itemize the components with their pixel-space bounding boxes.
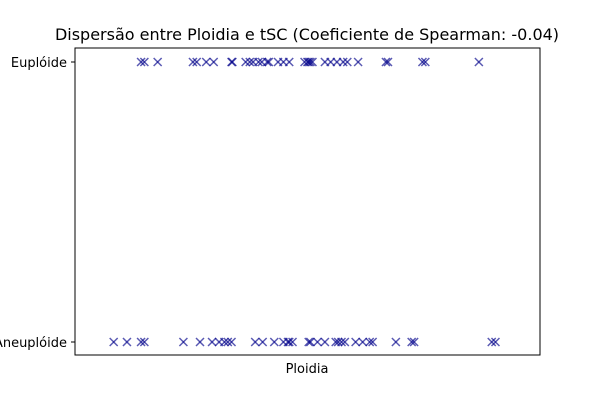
data-point <box>407 337 417 347</box>
data-point <box>409 337 419 347</box>
data-point <box>381 57 391 67</box>
data-point <box>109 337 119 347</box>
data-point <box>253 57 264 67</box>
data-point <box>264 57 274 67</box>
data-point <box>227 337 237 347</box>
x-axis-label: Ploidia <box>286 362 329 377</box>
data-point <box>258 337 268 347</box>
data-point <box>340 337 350 347</box>
data-point <box>358 337 368 347</box>
data-point <box>250 337 260 347</box>
data-point <box>136 57 146 67</box>
data-point <box>312 337 322 347</box>
data-point <box>474 57 484 67</box>
data-point <box>245 57 255 67</box>
data-point <box>288 337 298 347</box>
data-point <box>227 57 237 67</box>
data-point <box>139 57 149 67</box>
data-point <box>304 57 314 67</box>
data-point <box>320 337 330 347</box>
data-point <box>269 337 279 347</box>
data-point <box>219 337 230 347</box>
data-point <box>262 57 272 67</box>
y-axis: Aneuplóide Euplóide <box>0 56 75 351</box>
data-point <box>207 337 217 347</box>
data-point <box>351 337 361 347</box>
data-point <box>304 337 314 347</box>
data-point <box>122 337 132 347</box>
data-point <box>368 337 378 347</box>
data-point <box>178 337 188 347</box>
data-point <box>487 337 497 347</box>
data-point <box>305 337 315 347</box>
data-points <box>109 57 501 347</box>
data-point <box>336 337 347 347</box>
data-point <box>338 57 348 67</box>
data-point <box>209 57 219 67</box>
data-point <box>153 57 163 67</box>
plot-area-frame <box>74 47 541 356</box>
y-tick-label: Aneuplóide <box>0 336 67 351</box>
data-point <box>223 337 233 347</box>
data-point <box>241 57 251 67</box>
data-point <box>383 57 393 67</box>
chart-title: Dispersão entre Ploidia e tSC (Coeficien… <box>55 25 559 44</box>
data-point <box>420 57 430 67</box>
data-point <box>192 57 202 67</box>
data-point <box>139 337 149 347</box>
data-point <box>417 57 427 67</box>
data-point <box>333 337 343 347</box>
data-point <box>353 57 363 67</box>
data-point <box>284 337 294 347</box>
data-point <box>307 57 317 67</box>
data-point <box>136 337 146 347</box>
data-point <box>342 57 352 67</box>
data-point <box>188 57 198 67</box>
data-point <box>365 337 375 347</box>
data-point <box>305 57 315 67</box>
data-point <box>284 57 294 67</box>
data-point <box>201 57 211 67</box>
data-point <box>391 337 401 347</box>
y-tick-label: Euplóide <box>11 56 67 71</box>
data-point <box>195 337 205 347</box>
data-point <box>490 337 501 347</box>
